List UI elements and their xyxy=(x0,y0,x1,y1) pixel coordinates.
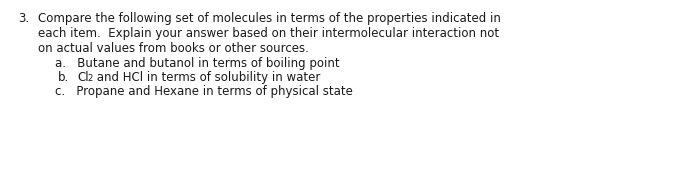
Text: b.: b. xyxy=(58,71,70,84)
Text: c.   Propane and Hexane in terms of physical state: c. Propane and Hexane in terms of physic… xyxy=(55,85,353,98)
Text: and HCl in terms of solubility in water: and HCl in terms of solubility in water xyxy=(93,71,320,84)
Text: Cl: Cl xyxy=(77,71,89,84)
Text: 2: 2 xyxy=(87,74,92,83)
Text: a.   Butane and butanol in terms of boiling point: a. Butane and butanol in terms of boilin… xyxy=(55,57,340,70)
Text: on actual values from books or other sources.: on actual values from books or other sou… xyxy=(38,42,309,55)
Text: each item.  Explain your answer based on their intermolecular interaction not: each item. Explain your answer based on … xyxy=(38,27,499,40)
Text: Compare the following set of molecules in terms of the properties indicated in: Compare the following set of molecules i… xyxy=(38,12,501,25)
Text: 3.: 3. xyxy=(18,12,29,25)
